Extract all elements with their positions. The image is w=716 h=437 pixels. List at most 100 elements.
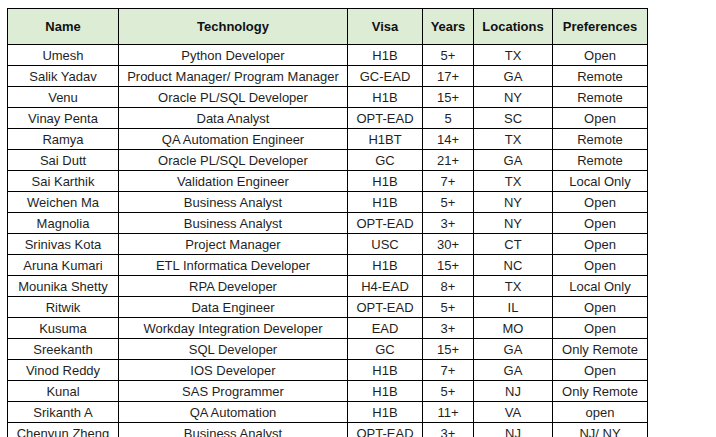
cell-locations[interactable]: NY xyxy=(474,192,553,213)
cell-years[interactable]: 8+ xyxy=(423,276,474,297)
cell-locations[interactable]: TX xyxy=(474,129,553,150)
cell-years[interactable]: 15+ xyxy=(423,339,474,360)
cell-years[interactable]: 5+ xyxy=(423,45,474,66)
cell-name[interactable]: Kunal xyxy=(8,381,119,402)
cell-locations[interactable]: TX xyxy=(474,276,553,297)
cell-name[interactable]: Vinay Penta xyxy=(8,108,119,129)
cell-technology[interactable]: QA Automation xyxy=(119,402,348,423)
cell-preferences[interactable]: NJ/ NY xyxy=(553,423,648,437)
cell-preferences[interactable]: Open xyxy=(553,45,648,66)
column-header-years[interactable]: Years xyxy=(423,9,474,45)
cell-locations[interactable]: NY xyxy=(474,87,553,108)
column-header-preferences[interactable]: Preferences xyxy=(553,9,648,45)
cell-years[interactable]: 7+ xyxy=(423,171,474,192)
cell-preferences[interactable]: Only Remote xyxy=(553,339,648,360)
cell-technology[interactable]: Workday Integration Developer xyxy=(119,318,348,339)
cell-years[interactable]: 3+ xyxy=(423,423,474,437)
cell-name[interactable]: Ramya xyxy=(8,129,119,150)
cell-locations[interactable]: CT xyxy=(474,234,553,255)
cell-years[interactable]: 5+ xyxy=(423,297,474,318)
cell-technology[interactable]: QA Automation Engineer xyxy=(119,129,348,150)
cell-years[interactable]: 5+ xyxy=(423,192,474,213)
cell-visa[interactable]: OPT-EAD xyxy=(348,108,423,129)
cell-name[interactable]: Chenyun Zheng xyxy=(8,423,119,437)
cell-name[interactable]: Srinivas Kota xyxy=(8,234,119,255)
cell-preferences[interactable]: Open xyxy=(553,108,648,129)
cell-technology[interactable]: Validation Engineer xyxy=(119,171,348,192)
cell-locations[interactable]: SC xyxy=(474,108,553,129)
cell-years[interactable]: 15+ xyxy=(423,255,474,276)
cell-name[interactable]: Ritwik xyxy=(8,297,119,318)
cell-locations[interactable]: TX xyxy=(474,171,553,192)
cell-technology[interactable]: Oracle PL/SQL Developer xyxy=(119,150,348,171)
cell-name[interactable]: Umesh xyxy=(8,45,119,66)
cell-preferences[interactable]: Remote xyxy=(553,87,648,108)
cell-visa[interactable]: H1B xyxy=(348,255,423,276)
cell-preferences[interactable]: Open xyxy=(553,255,648,276)
cell-years[interactable]: 15+ xyxy=(423,87,474,108)
cell-years[interactable]: 11+ xyxy=(423,402,474,423)
cell-technology[interactable]: Data Analyst xyxy=(119,108,348,129)
cell-technology[interactable]: SQL Developer xyxy=(119,339,348,360)
cell-visa[interactable]: OPT-EAD xyxy=(348,423,423,437)
cell-years[interactable]: 7+ xyxy=(423,360,474,381)
cell-visa[interactable]: OPT-EAD xyxy=(348,213,423,234)
cell-visa[interactable]: GC-EAD xyxy=(348,66,423,87)
cell-preferences[interactable]: open xyxy=(553,402,648,423)
column-header-technology[interactable]: Technology xyxy=(119,9,348,45)
cell-name[interactable]: Venu xyxy=(8,87,119,108)
cell-preferences[interactable]: Open xyxy=(553,360,648,381)
cell-locations[interactable]: GA xyxy=(474,339,553,360)
cell-technology[interactable]: Business Analyst xyxy=(119,192,348,213)
cell-visa[interactable]: GC xyxy=(348,150,423,171)
cell-locations[interactable]: GA xyxy=(474,150,553,171)
cell-locations[interactable]: MO xyxy=(474,318,553,339)
cell-visa[interactable]: H1B xyxy=(348,171,423,192)
cell-visa[interactable]: EAD xyxy=(348,318,423,339)
cell-technology[interactable]: Python Developer xyxy=(119,45,348,66)
cell-visa[interactable]: H4-EAD xyxy=(348,276,423,297)
cell-name[interactable]: Sai Karthik xyxy=(8,171,119,192)
cell-preferences[interactable]: Only Remote xyxy=(553,381,648,402)
cell-visa[interactable]: H1B xyxy=(348,381,423,402)
cell-name[interactable]: Weichen Ma xyxy=(8,192,119,213)
cell-preferences[interactable]: Remote xyxy=(553,150,648,171)
cell-preferences[interactable]: Open xyxy=(553,192,648,213)
cell-preferences[interactable]: Open xyxy=(553,318,648,339)
column-header-visa[interactable]: Visa xyxy=(348,9,423,45)
cell-visa[interactable]: H1B xyxy=(348,45,423,66)
cell-technology[interactable]: Project Manager xyxy=(119,234,348,255)
cell-locations[interactable]: NC xyxy=(474,255,553,276)
cell-name[interactable]: Mounika Shetty xyxy=(8,276,119,297)
cell-name[interactable]: Salik Yadav xyxy=(8,66,119,87)
cell-locations[interactable]: NJ xyxy=(474,423,553,437)
cell-years[interactable]: 3+ xyxy=(423,213,474,234)
cell-locations[interactable]: IL xyxy=(474,297,553,318)
cell-name[interactable]: Vinod Reddy xyxy=(8,360,119,381)
cell-preferences[interactable]: Local Only xyxy=(553,171,648,192)
cell-locations[interactable]: GA xyxy=(474,66,553,87)
cell-visa[interactable]: H1B xyxy=(348,360,423,381)
cell-technology[interactable]: ETL Informatica Developer xyxy=(119,255,348,276)
cell-preferences[interactable]: Open xyxy=(553,297,648,318)
column-header-name[interactable]: Name xyxy=(8,9,119,45)
cell-visa[interactable]: H1B xyxy=(348,192,423,213)
cell-name[interactable]: Sai Dutt xyxy=(8,150,119,171)
cell-years[interactable]: 14+ xyxy=(423,129,474,150)
cell-technology[interactable]: SAS Programmer xyxy=(119,381,348,402)
cell-preferences[interactable]: Remote xyxy=(553,129,648,150)
cell-locations[interactable]: NJ xyxy=(474,381,553,402)
cell-preferences[interactable]: Local Only xyxy=(553,276,648,297)
cell-visa[interactable]: OPT-EAD xyxy=(348,297,423,318)
cell-locations[interactable]: TX xyxy=(474,45,553,66)
column-header-locations[interactable]: Locations xyxy=(474,9,553,45)
cell-visa[interactable]: H1B xyxy=(348,87,423,108)
cell-preferences[interactable]: Open xyxy=(553,234,648,255)
cell-visa[interactable]: USC xyxy=(348,234,423,255)
cell-technology[interactable]: Product Manager/ Program Manager xyxy=(119,66,348,87)
cell-visa[interactable]: H1B xyxy=(348,402,423,423)
cell-technology[interactable]: RPA Developer xyxy=(119,276,348,297)
cell-name[interactable]: Srikanth A xyxy=(8,402,119,423)
cell-technology[interactable]: Business Analyst xyxy=(119,213,348,234)
cell-technology[interactable]: Data Engineer xyxy=(119,297,348,318)
